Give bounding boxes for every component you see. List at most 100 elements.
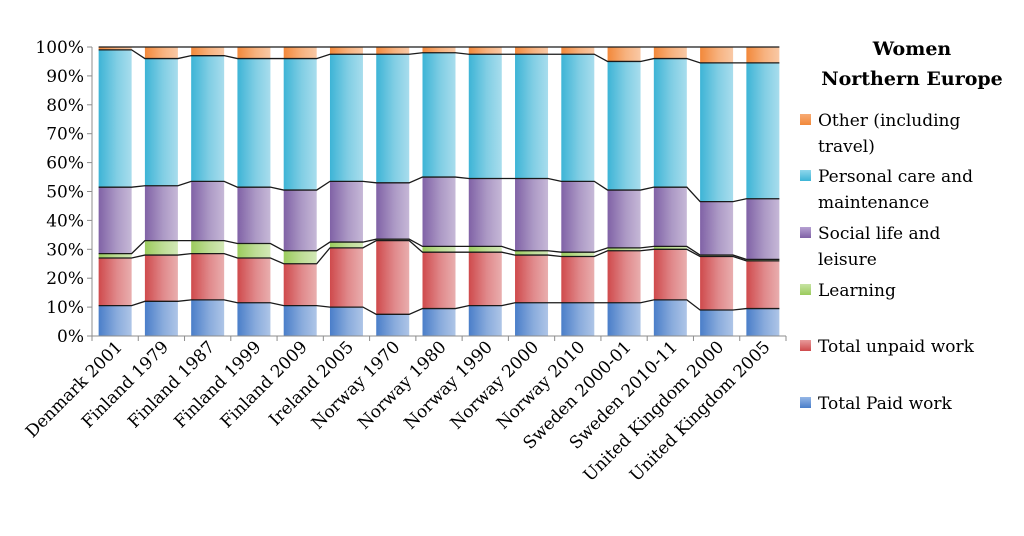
bar-segment-learning [237,243,271,258]
bar-segment-personal-care-and-maintenance [422,52,456,178]
legend-swatch-social-life [800,227,811,238]
bar-segment-total-paid-work [283,305,317,336]
bar-segment-total-paid-work [468,305,502,336]
bar-segment-social-life-and-leisure [329,181,363,243]
bar-segment-other-including-travel [422,47,456,53]
legend-label-total-unpaid: Total unpaid work [818,337,974,357]
legend-label-learning: Learning [818,281,896,301]
bar-segment-total-unpaid-work [98,257,132,306]
bar-segment-total-paid-work [191,299,225,336]
legend-item-personal-care: Personal care and maintenance [800,164,1015,216]
bar-segment-total-unpaid-work [237,257,271,303]
bar-segment-personal-care-and-maintenance [283,58,317,191]
legend-label-personal-care-line-1: Personal care and [818,167,973,187]
y-tick-label: 100% [35,38,84,58]
bar-segment-personal-care-and-maintenance [561,54,595,182]
stacked-bar-chart: 0% 10% 20% 30% 40% 50% 60% 70% 80% 90% 100% Denmar… [22,38,787,486]
bar-segment-social-life-and-leisure [422,177,456,247]
bar-segment-total-paid-work [515,302,549,336]
bar-segment-total-unpaid-work [422,252,456,309]
bar-segment-total-paid-work [561,302,595,336]
bar-segment-total-unpaid-work [653,249,687,300]
bar-segment-social-life-and-leisure [607,190,641,248]
y-tick-label: 30% [46,240,84,260]
y-tick-label: 90% [46,67,84,87]
bar-segment-personal-care-and-maintenance [329,54,363,182]
legend-label-other-line-1: Other (including [818,111,961,131]
legend-swatch-total-unpaid [800,340,811,351]
connector-line-social-life-and-leisure [98,176,780,203]
legend-label-personal-care-line-2: maintenance [818,193,930,213]
bar-segment-social-life-and-leisure [515,178,549,251]
legend-label-other-line-2: travel) [818,137,875,157]
y-tick-label: 0% [57,327,84,347]
bar-segment-other-including-travel [144,47,178,59]
bar-segment-other-including-travel [561,47,595,55]
bar-segment-total-paid-work [746,308,780,336]
bar-segment-total-unpaid-work [700,256,734,310]
bar-segment-learning [144,240,178,256]
connector-line-learning [98,238,780,261]
bar-segment-total-unpaid-work [468,252,502,306]
bar-segment-total-paid-work [329,307,363,336]
bar-segment-total-unpaid-work [283,263,317,306]
legend-item-total-unpaid: Total unpaid work [800,334,1015,360]
legend-swatch-personal-care [800,170,811,181]
bar-segment-total-paid-work [98,305,132,336]
bar-segment-learning [191,240,225,254]
legend-label-social-life-line-2: leisure [818,250,877,270]
bar-segment-learning [329,242,363,248]
bar-segment-social-life-and-leisure [237,187,271,244]
connector-line-total-unpaid-work [98,239,780,265]
bar-segment-personal-care-and-maintenance [607,61,641,191]
y-tick-label: 60% [46,154,84,174]
bar-segment-total-unpaid-work [376,240,410,315]
bar-segment-learning [515,250,549,256]
bar-segment-other-including-travel [468,47,502,55]
bar-segment-learning [700,255,734,257]
bar-segment-personal-care-and-maintenance [98,49,132,188]
bar-segment-total-paid-work [422,308,456,336]
bar-segment-other-including-travel [98,47,132,50]
legend-item-total-paid: Total Paid work [800,391,1015,417]
bar-segment-social-life-and-leisure [746,198,780,260]
bar-segment-learning [422,246,456,253]
bar-segment-total-paid-work [700,309,734,336]
bar-segment-total-paid-work [144,301,178,336]
legend-item-other: Other (including travel) [800,108,1015,160]
series-connector-lines [98,46,780,315]
bar-segment-total-paid-work [653,299,687,336]
legend-item-learning: Learning [800,278,1015,304]
bar-segment-social-life-and-leisure [376,182,410,240]
bar-segment-other-including-travel [746,47,780,63]
bar-segment-other-including-travel [329,47,363,55]
y-axis: 0% 10% 20% 30% 40% 50% 60% 70% 80% 90% 100% [35,38,93,347]
bar-segment-total-unpaid-work [561,256,595,303]
y-tick-label: 70% [46,125,84,145]
bar-segment-total-paid-work [376,314,410,336]
bar-segment-total-unpaid-work [329,247,363,308]
legend-title-line-2: Northern Europe [821,68,1003,90]
bar-segment-social-life-and-leisure [98,187,132,254]
bar-segment-personal-care-and-maintenance [515,54,549,179]
bar-segment-personal-care-and-maintenance [468,54,502,179]
bar-segment-personal-care-and-maintenance [376,54,410,183]
bar-segment-other-including-travel [283,47,317,59]
y-tick-label: 80% [46,96,84,116]
bar-segment-personal-care-and-maintenance [746,62,780,199]
bar-segment-learning [607,247,641,251]
bar-segment-other-including-travel [237,47,271,59]
connector-line-personal-care-and-maintenance [98,49,780,64]
bar-segment-learning [283,250,317,264]
bars [98,47,780,336]
bar-segment-social-life-and-leisure [283,190,317,251]
bar-segment-other-including-travel [607,47,641,62]
bar-segment-learning [653,246,687,250]
bar-segment-personal-care-and-maintenance [237,58,271,188]
legend-swatch-learning [800,284,811,295]
bar-segment-personal-care-and-maintenance [653,58,687,188]
bar-segment-learning [561,252,595,257]
bar-segment-personal-care-and-maintenance [700,62,734,202]
connector-line-total-paid-work [98,299,780,315]
